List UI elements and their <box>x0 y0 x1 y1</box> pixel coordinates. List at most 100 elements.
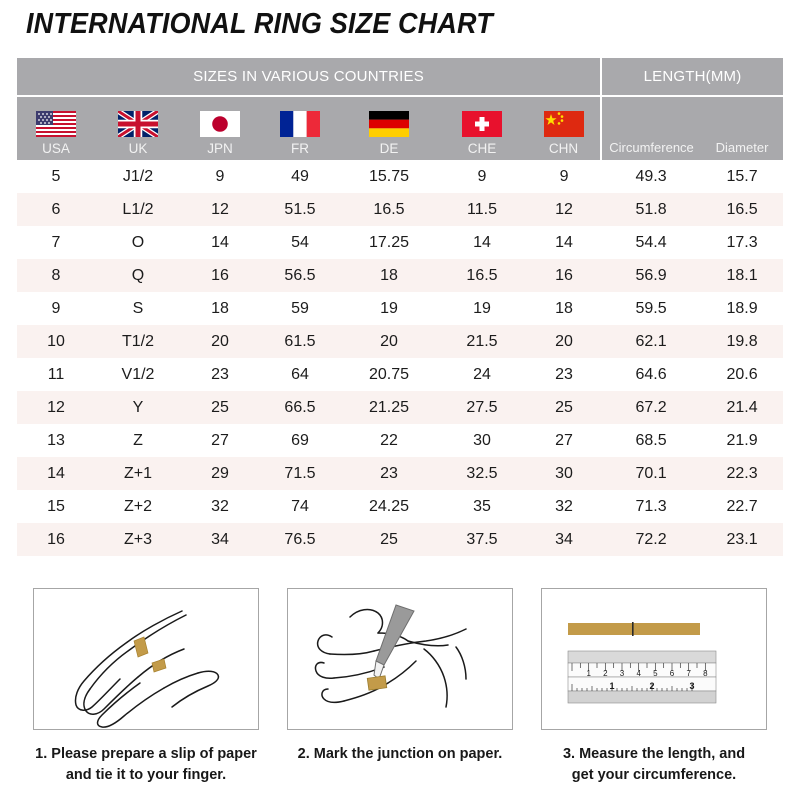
instruction-caption-3: 3. Measure the length, and get your circ… <box>530 744 778 786</box>
flag-usa-icon <box>36 110 76 137</box>
cell-usa: 16 <box>17 523 95 556</box>
table-row: 16 Z+3 34 76.5 25 37.5 34 72.2 23.1 <box>17 523 784 556</box>
cell-che: 14 <box>437 226 527 259</box>
cell-diameter: 18.1 <box>701 259 784 292</box>
cell-chn: 30 <box>527 457 602 490</box>
instruction-caption-2: 2. Mark the junction on paper. <box>276 744 524 765</box>
hand-marking-with-pen-icon <box>314 604 467 708</box>
svg-text:5: 5 <box>653 669 658 678</box>
caption-line-1: 2. Mark the junction on paper. <box>297 746 503 762</box>
svg-text:6: 6 <box>670 669 675 678</box>
cell-che: 37.5 <box>437 523 527 556</box>
cell-de: 24.25 <box>341 490 437 523</box>
cell-circumference: 49.3 <box>601 160 702 193</box>
cell-jpn: 32 <box>181 490 259 523</box>
cell-circumference: 56.9 <box>601 259 702 292</box>
table-row: 15 Z+2 32 74 24.25 35 32 71.3 22.7 <box>17 490 784 523</box>
cell-usa: 5 <box>17 160 95 193</box>
cell-diameter: 16.5 <box>701 193 784 226</box>
cell-che: 35 <box>437 490 527 523</box>
cell-che: 24 <box>437 358 527 391</box>
cell-chn: 27 <box>527 424 602 457</box>
cell-de: 19 <box>341 292 437 325</box>
instruction-panel-2: 2. Mark the junction on paper. <box>287 588 513 786</box>
cell-fr: 54 <box>259 226 341 259</box>
cell-chn: 16 <box>527 259 602 292</box>
cell-usa: 11 <box>17 358 95 391</box>
table-row: 9 S 18 59 19 19 18 59.5 18.9 <box>17 292 784 325</box>
column-header-circumference: Circumference <box>600 95 702 160</box>
table-row: 6 L1/2 12 51.5 16.5 11.5 12 51.8 16.5 <box>17 193 784 226</box>
column-label-diameter: Diameter <box>715 140 769 155</box>
cell-circumference: 71.3 <box>601 490 702 523</box>
cell-de: 20 <box>341 325 437 358</box>
svg-text:2: 2 <box>603 669 608 678</box>
cell-uk: Z <box>95 424 181 457</box>
cell-chn: 34 <box>527 523 602 556</box>
cell-de: 17.25 <box>341 226 437 259</box>
column-label-usa: USA <box>42 140 70 156</box>
cell-chn: 25 <box>527 391 602 424</box>
cell-diameter: 22.3 <box>701 457 784 490</box>
column-label-chn: CHN <box>548 140 579 156</box>
cell-de: 18 <box>341 259 437 292</box>
svg-text:3: 3 <box>620 669 625 678</box>
column-header-che: CHE <box>437 95 527 160</box>
column-label-circumference: Circumference <box>609 140 694 155</box>
cell-jpn: 18 <box>181 292 259 325</box>
cell-che: 30 <box>437 424 527 457</box>
cell-diameter: 15.7 <box>701 160 784 193</box>
column-label-uk: UK <box>128 140 148 156</box>
cell-diameter: 18.9 <box>701 292 784 325</box>
cell-circumference: 72.2 <box>601 523 702 556</box>
cell-fr: 51.5 <box>259 193 341 226</box>
cell-che: 16.5 <box>437 259 527 292</box>
cell-circumference: 51.8 <box>601 193 702 226</box>
cell-usa: 12 <box>17 391 95 424</box>
cell-uk: T1/2 <box>95 325 181 358</box>
cell-usa: 7 <box>17 226 95 259</box>
svg-text:4: 4 <box>636 669 641 678</box>
cell-fr: 74 <box>259 490 341 523</box>
table-row: 14 Z+1 29 71.5 23 32.5 30 70.1 22.3 <box>17 457 784 490</box>
cell-diameter: 17.3 <box>701 226 784 259</box>
cell-che: 11.5 <box>437 193 527 226</box>
svg-text:1: 1 <box>586 669 591 678</box>
cell-usa: 14 <box>17 457 95 490</box>
cell-che: 19 <box>437 292 527 325</box>
cell-de: 25 <box>341 523 437 556</box>
cell-jpn: 34 <box>181 523 259 556</box>
cell-uk: Q <box>95 259 181 292</box>
cell-circumference: 64.6 <box>601 358 702 391</box>
cell-chn: 18 <box>527 292 602 325</box>
column-header-de: DE <box>341 95 437 160</box>
cell-de: 22 <box>341 424 437 457</box>
column-header-diameter: Diameter <box>701 95 784 160</box>
cell-circumference: 70.1 <box>601 457 702 490</box>
cell-chn: 32 <box>527 490 602 523</box>
cell-uk: Y <box>95 391 181 424</box>
table-row: 11 V1/2 23 64 20.75 24 23 64.6 20.6 <box>17 358 784 391</box>
cell-uk: Z+1 <box>95 457 181 490</box>
column-label-de: DE <box>379 140 399 156</box>
table-header: SIZES IN VARIOUS COUNTRIES LENGTH(MM) <box>17 58 784 160</box>
cell-uk: S <box>95 292 181 325</box>
caption-line-1: 1. Please prepare a slip of paper <box>35 746 257 762</box>
cell-usa: 8 <box>17 259 95 292</box>
flag-uk-icon <box>118 110 158 137</box>
cell-de: 16.5 <box>341 193 437 226</box>
ring-size-table: SIZES IN VARIOUS COUNTRIES LENGTH(MM) <box>17 58 784 556</box>
cell-de: 15.75 <box>341 160 437 193</box>
cell-jpn: 29 <box>181 457 259 490</box>
cell-jpn: 25 <box>181 391 259 424</box>
column-label-jpn: JPN <box>207 140 233 156</box>
cell-de: 21.25 <box>341 391 437 424</box>
cell-usa: 9 <box>17 292 95 325</box>
cell-che: 9 <box>437 160 527 193</box>
column-header-uk: UK <box>95 95 181 160</box>
cell-diameter: 22.7 <box>701 490 784 523</box>
table-row: 5 J1/2 9 49 15.75 9 9 49.3 15.7 <box>17 160 784 193</box>
